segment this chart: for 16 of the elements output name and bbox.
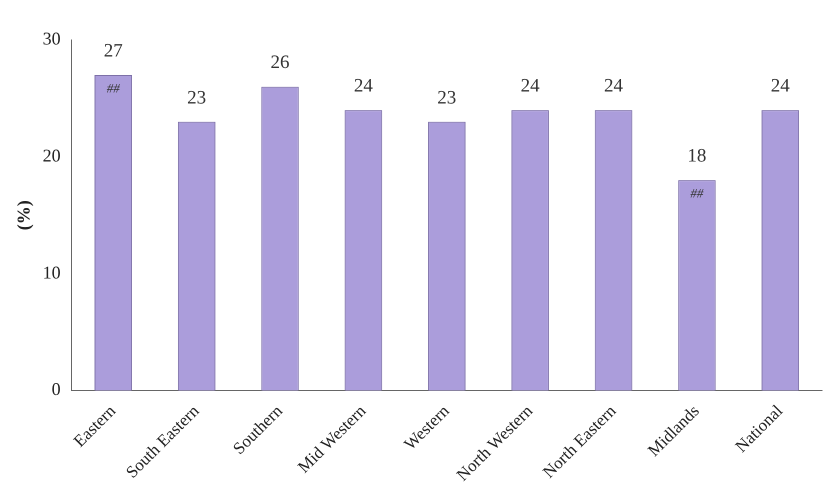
data-label: 23 [187, 87, 206, 108]
data-label: 27 [104, 40, 123, 62]
annotation: ## [106, 80, 120, 96]
y-tick-label: 20 [42, 146, 61, 166]
y-tick-label: 30 [42, 28, 61, 49]
data-label: 18 [687, 146, 706, 167]
data-label: 24 [770, 76, 790, 97]
y-axis-title: (%) [13, 200, 34, 230]
data-label: 26 [270, 52, 290, 74]
data-label: 24 [520, 76, 540, 97]
y-tick-label: 10 [42, 262, 61, 282]
annotation: ## [690, 186, 704, 201]
data-label: 24 [354, 76, 374, 97]
data-label: 23 [437, 87, 456, 108]
y-tick-label: 0 [52, 379, 61, 400]
data-label: 24 [604, 76, 624, 97]
